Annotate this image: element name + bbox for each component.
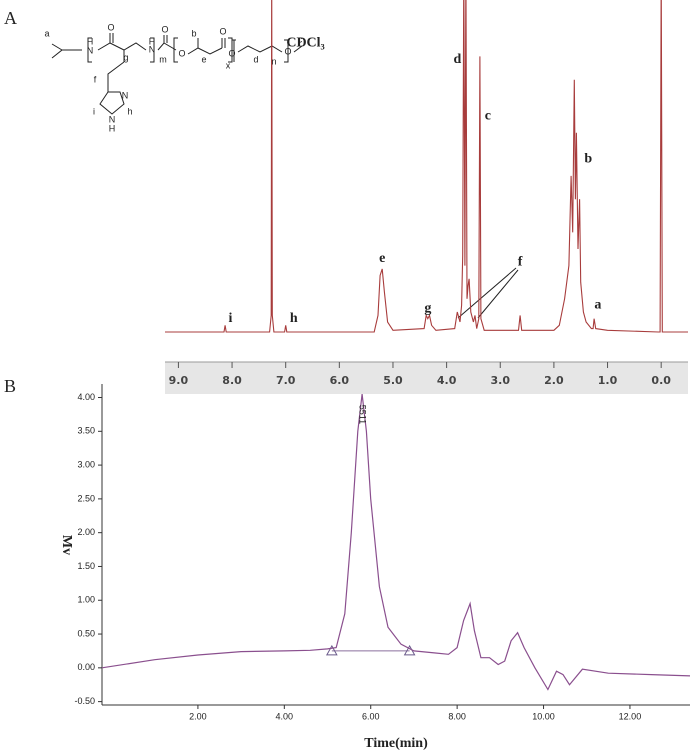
structure-label: h xyxy=(127,106,132,116)
y-tick-label: 0.00 xyxy=(77,662,95,672)
structure-label: N xyxy=(122,90,129,100)
structure-label: N xyxy=(109,114,116,124)
structure-label: H xyxy=(149,36,156,46)
y-tick-label: -0.50 xyxy=(74,696,95,706)
structure-label: O xyxy=(219,26,226,36)
peak-label: g xyxy=(424,301,431,316)
x-tick-label: 0.0 xyxy=(651,374,671,387)
structure-label: i xyxy=(93,106,95,116)
structure xyxy=(51,33,303,115)
structure-label: O xyxy=(284,46,291,56)
y-tick-label: 3.50 xyxy=(77,426,95,436)
y-axis-title: Mv xyxy=(59,535,74,555)
y-tick-label: 2.50 xyxy=(77,493,95,503)
structure-label: g xyxy=(123,52,128,62)
axis-strip xyxy=(165,362,688,394)
structure-label: H xyxy=(87,36,94,46)
structure-label: e xyxy=(201,54,206,64)
x-tick-label: 1.0 xyxy=(598,374,618,387)
x-tick-label: 12.00 xyxy=(619,711,642,721)
peak-label: h xyxy=(290,311,298,326)
x-tick-label: 8.0 xyxy=(222,374,242,387)
structure-label: N xyxy=(149,44,156,54)
peak-label: f xyxy=(518,254,523,269)
x-tick-label: 2.0 xyxy=(544,374,564,387)
x-tick-label: 4.00 xyxy=(276,711,294,721)
peak-label: i xyxy=(228,311,232,326)
peak-label: c xyxy=(485,108,491,123)
structure-label: O xyxy=(107,22,114,32)
x-tick-label: 8.00 xyxy=(448,711,466,721)
x-tick-label: 2.00 xyxy=(189,711,207,721)
x-tick-label: 6.0 xyxy=(330,374,350,387)
chromatogram xyxy=(101,394,691,691)
peak-label: d xyxy=(453,52,461,67)
y-tick-label: 1.00 xyxy=(77,595,95,605)
peak-label: 5511 xyxy=(358,405,368,424)
peak-label: CDCl₃ xyxy=(286,35,324,50)
structure-label: a xyxy=(44,28,49,38)
x-tick-label: 10.00 xyxy=(532,711,555,721)
structure-label: N xyxy=(87,45,94,55)
integration-marker xyxy=(325,644,338,656)
x-tick-label: 7.0 xyxy=(276,374,296,387)
x-tick-label: 3.0 xyxy=(491,374,511,387)
plot-area xyxy=(165,0,688,333)
y-tick-label: 2.00 xyxy=(77,527,95,537)
panel-label: A xyxy=(4,8,17,28)
structure-label: x xyxy=(226,60,231,70)
structure-label: O xyxy=(161,24,168,34)
structure-label: d xyxy=(253,54,258,64)
y-tick-label: 0.50 xyxy=(77,628,95,638)
y-tick-label: 1.50 xyxy=(77,561,95,571)
structure-label: O xyxy=(228,48,235,58)
panel-label: B xyxy=(4,376,16,396)
structure-label: f xyxy=(94,74,97,84)
x-tick-label: 9.0 xyxy=(169,374,189,387)
x-axis-title: Time(min) xyxy=(364,736,428,751)
structure-label: c xyxy=(298,34,303,44)
annotation-arrows xyxy=(457,267,519,319)
x-tick-label: 6.00 xyxy=(362,711,380,721)
spectrum xyxy=(165,0,688,333)
x-tick-label: 4.0 xyxy=(437,374,457,387)
structure-label: b xyxy=(191,28,196,38)
x-tick-label: 5.0 xyxy=(383,374,403,387)
y-tick-label: 3.00 xyxy=(77,459,95,469)
structure-label: n xyxy=(271,56,276,66)
y-tick-label: 4.00 xyxy=(77,392,95,402)
structure-label: m xyxy=(159,54,167,64)
peak-label: a xyxy=(594,298,601,313)
peak-label: e xyxy=(379,251,385,266)
structure-label: H xyxy=(109,123,116,133)
peak-label: b xyxy=(584,152,592,167)
structure-label: O xyxy=(178,48,185,58)
